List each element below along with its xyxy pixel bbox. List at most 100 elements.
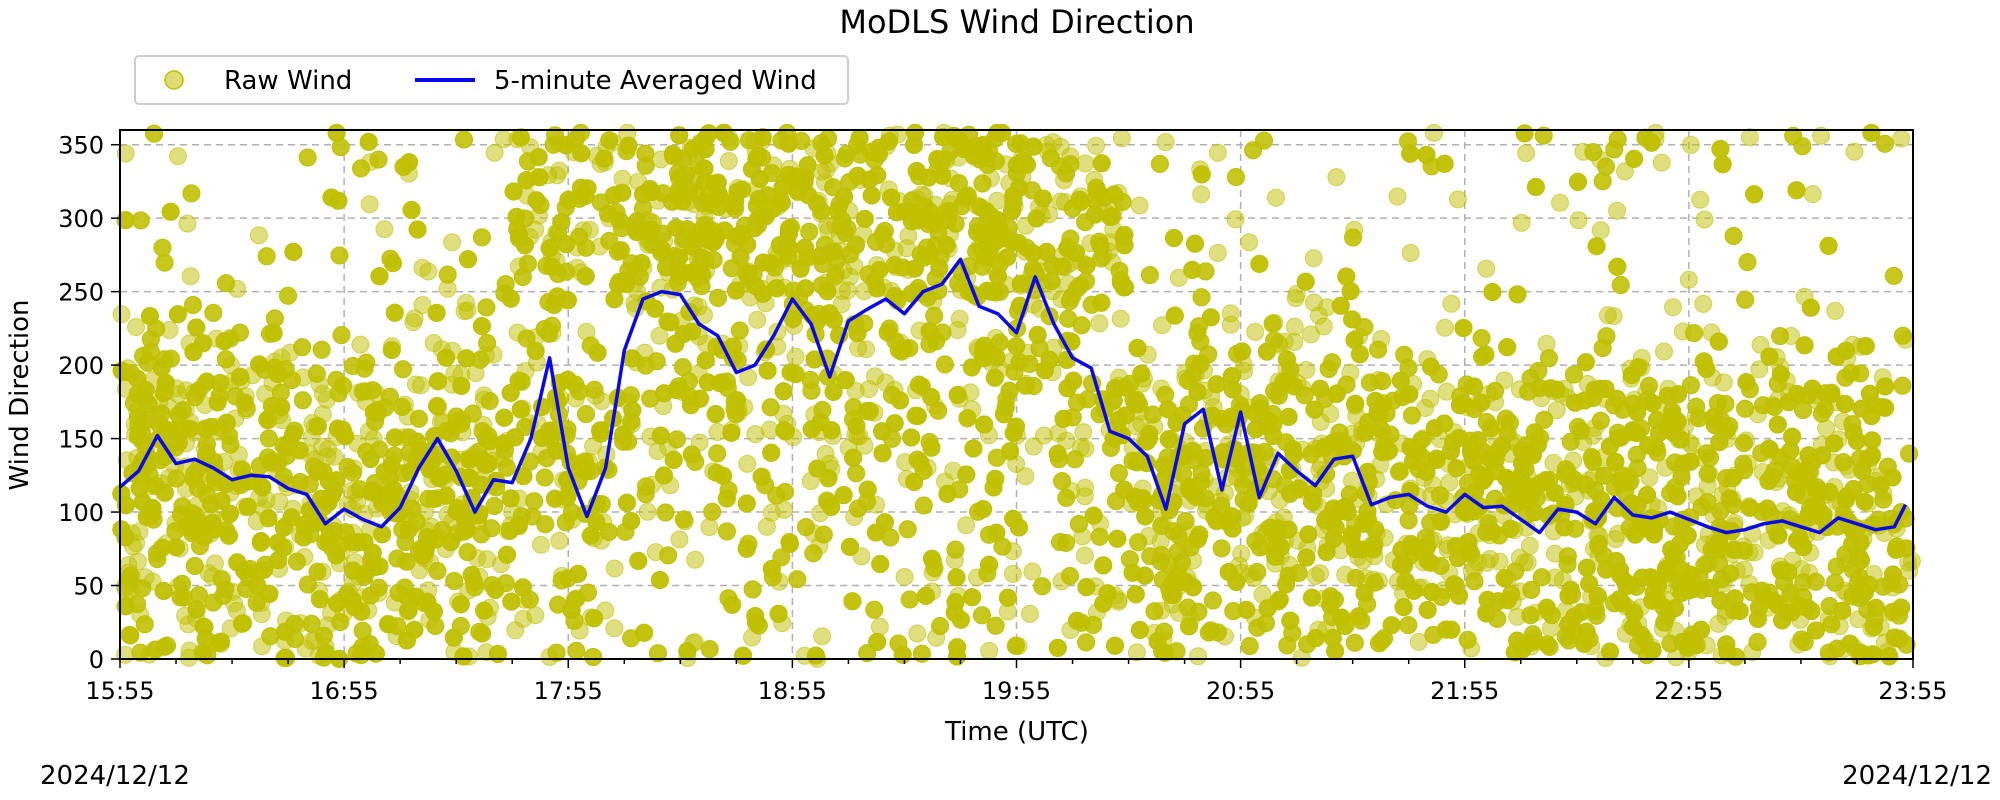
raw-wind-point bbox=[1803, 185, 1822, 204]
raw-wind-point bbox=[1591, 221, 1610, 240]
raw-wind-point bbox=[375, 220, 394, 239]
raw-wind-point bbox=[1409, 632, 1428, 651]
raw-wind-point bbox=[895, 568, 914, 586]
raw-wind-point bbox=[1153, 316, 1172, 335]
raw-wind-point bbox=[1189, 647, 1207, 666]
raw-wind-point bbox=[1517, 144, 1536, 163]
raw-wind-point bbox=[1892, 129, 1911, 148]
raw-wind-point bbox=[1640, 468, 1659, 487]
raw-wind-point bbox=[605, 559, 624, 578]
raw-wind-point bbox=[270, 492, 289, 511]
raw-wind-point bbox=[1111, 309, 1130, 328]
raw-wind-point bbox=[670, 530, 689, 549]
raw-wind-point bbox=[413, 258, 432, 277]
legend: Raw Wind 5-minute Averaged Wind bbox=[134, 55, 849, 105]
raw-wind-point bbox=[980, 641, 999, 660]
raw-wind-point bbox=[1714, 373, 1733, 392]
raw-wind-point bbox=[1477, 259, 1496, 278]
raw-wind-point bbox=[1388, 187, 1407, 206]
raw-wind-point bbox=[413, 296, 432, 314]
raw-wind-point bbox=[757, 517, 776, 536]
raw-wind-point bbox=[1304, 249, 1323, 268]
chart-title: MoDLS Wind Direction bbox=[839, 3, 1194, 41]
raw-wind-point bbox=[457, 293, 475, 312]
raw-wind-point bbox=[1127, 643, 1146, 662]
raw-wind-point bbox=[360, 195, 379, 214]
raw-wind-point bbox=[531, 535, 550, 554]
raw-wind-point bbox=[1314, 317, 1333, 336]
raw-wind-point bbox=[1681, 135, 1700, 154]
raw-wind-point bbox=[548, 166, 567, 185]
raw-wind-point bbox=[1305, 293, 1323, 312]
raw-wind-point bbox=[786, 347, 805, 366]
raw-wind-point bbox=[116, 144, 135, 163]
raw-wind-point bbox=[719, 152, 738, 170]
raw-wind-point bbox=[406, 375, 425, 394]
raw-wind-point bbox=[1169, 268, 1188, 287]
raw-wind-point bbox=[1679, 270, 1698, 289]
raw-wind-point bbox=[1480, 550, 1499, 568]
raw-wind-point bbox=[1695, 210, 1714, 229]
raw-wind-point bbox=[1240, 233, 1259, 252]
raw-wind-point bbox=[870, 617, 889, 636]
raw-wind-point bbox=[249, 226, 268, 245]
raw-wind-point bbox=[1812, 126, 1830, 145]
raw-wind-point bbox=[857, 340, 876, 359]
raw-wind-point bbox=[1448, 190, 1467, 209]
legend-raw-wind-marker bbox=[164, 70, 184, 90]
raw-wind-point bbox=[1074, 423, 1093, 442]
raw-wind-point bbox=[1130, 196, 1149, 215]
raw-wind-point bbox=[638, 502, 657, 521]
raw-wind-point bbox=[1226, 210, 1245, 229]
raw-wind-point bbox=[1664, 298, 1682, 317]
raw-wind-point bbox=[605, 619, 624, 638]
raw-wind-point bbox=[1112, 129, 1131, 148]
raw-wind-point bbox=[443, 233, 462, 252]
raw-wind-point bbox=[1616, 162, 1634, 181]
raw-wind-point bbox=[206, 554, 224, 573]
raw-wind-point bbox=[1442, 294, 1461, 313]
raw-wind-point bbox=[1436, 318, 1454, 337]
raw-wind-point bbox=[506, 621, 525, 640]
raw-wind-point bbox=[746, 425, 765, 444]
raw-wind-point bbox=[1655, 342, 1673, 361]
raw-wind-point bbox=[1267, 188, 1285, 207]
raw-wind-point bbox=[1075, 546, 1094, 565]
raw-wind-point bbox=[127, 318, 145, 336]
raw-wind-point bbox=[1321, 404, 1340, 423]
raw-wind-point bbox=[1301, 325, 1320, 344]
raw-wind-point bbox=[1016, 467, 1035, 486]
raw-wind-point bbox=[1440, 473, 1459, 492]
legend-averaged-wind-label: 5-minute Averaged Wind bbox=[494, 66, 817, 96]
raw-wind-point bbox=[1652, 153, 1671, 172]
raw-wind-point bbox=[957, 516, 976, 535]
raw-wind-point bbox=[859, 380, 878, 399]
raw-wind-point bbox=[748, 310, 767, 329]
raw-wind-point bbox=[1208, 243, 1227, 262]
raw-wind-point bbox=[650, 326, 669, 345]
raw-wind-point bbox=[1297, 361, 1316, 379]
raw-wind-point bbox=[1691, 190, 1710, 209]
raw-wind-point bbox=[1023, 562, 1042, 581]
raw-wind-point bbox=[178, 214, 197, 233]
raw-wind-point bbox=[1750, 360, 1769, 379]
raw-wind-point bbox=[908, 624, 927, 643]
raw-wind-point bbox=[813, 627, 832, 646]
raw-wind-point bbox=[1694, 294, 1713, 313]
raw-wind-point bbox=[526, 606, 545, 625]
raw-wind-point bbox=[1287, 285, 1306, 303]
raw-wind-point bbox=[1425, 123, 1443, 142]
raw-wind-point bbox=[1569, 211, 1588, 230]
raw-wind-point bbox=[950, 309, 969, 328]
raw-wind-point bbox=[1208, 143, 1227, 162]
raw-wind-point bbox=[1020, 604, 1039, 623]
raw-wind-point bbox=[1327, 168, 1346, 187]
raw-wind-point bbox=[775, 500, 794, 519]
raw-wind-point bbox=[550, 531, 569, 550]
raw-wind-point bbox=[351, 335, 370, 354]
raw-wind-point bbox=[1740, 128, 1759, 147]
raw-wind-point bbox=[1035, 426, 1053, 445]
raw-wind-point bbox=[1598, 306, 1617, 325]
raw-wind-point bbox=[1192, 185, 1211, 204]
raw-wind-point bbox=[1845, 142, 1864, 161]
